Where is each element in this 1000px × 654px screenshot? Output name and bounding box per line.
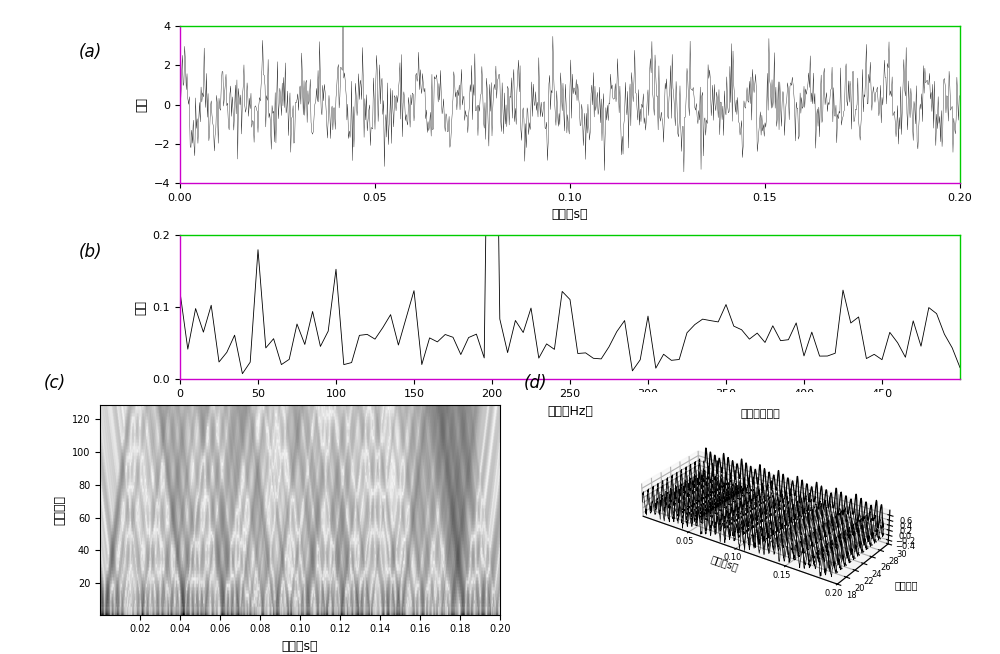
Text: 原始无噪信号: 原始无噪信号 — [740, 409, 780, 419]
X-axis label: 时间（s）: 时间（s） — [552, 209, 588, 222]
X-axis label: 频率（Hz）: 频率（Hz） — [547, 405, 593, 418]
Y-axis label: 幅値: 幅値 — [134, 300, 147, 315]
Y-axis label: 幅値: 幅値 — [135, 97, 148, 112]
X-axis label: 时间（s）: 时间（s） — [709, 554, 740, 573]
Text: (b): (b) — [78, 243, 102, 261]
Y-axis label: 频率尺度: 频率尺度 — [895, 580, 918, 590]
Text: (a): (a) — [78, 43, 102, 61]
X-axis label: 时间（s）: 时间（s） — [282, 640, 318, 653]
Text: (c): (c) — [44, 373, 66, 392]
Y-axis label: 频率尺度: 频率尺度 — [53, 495, 66, 525]
Text: (d): (d) — [523, 373, 547, 392]
